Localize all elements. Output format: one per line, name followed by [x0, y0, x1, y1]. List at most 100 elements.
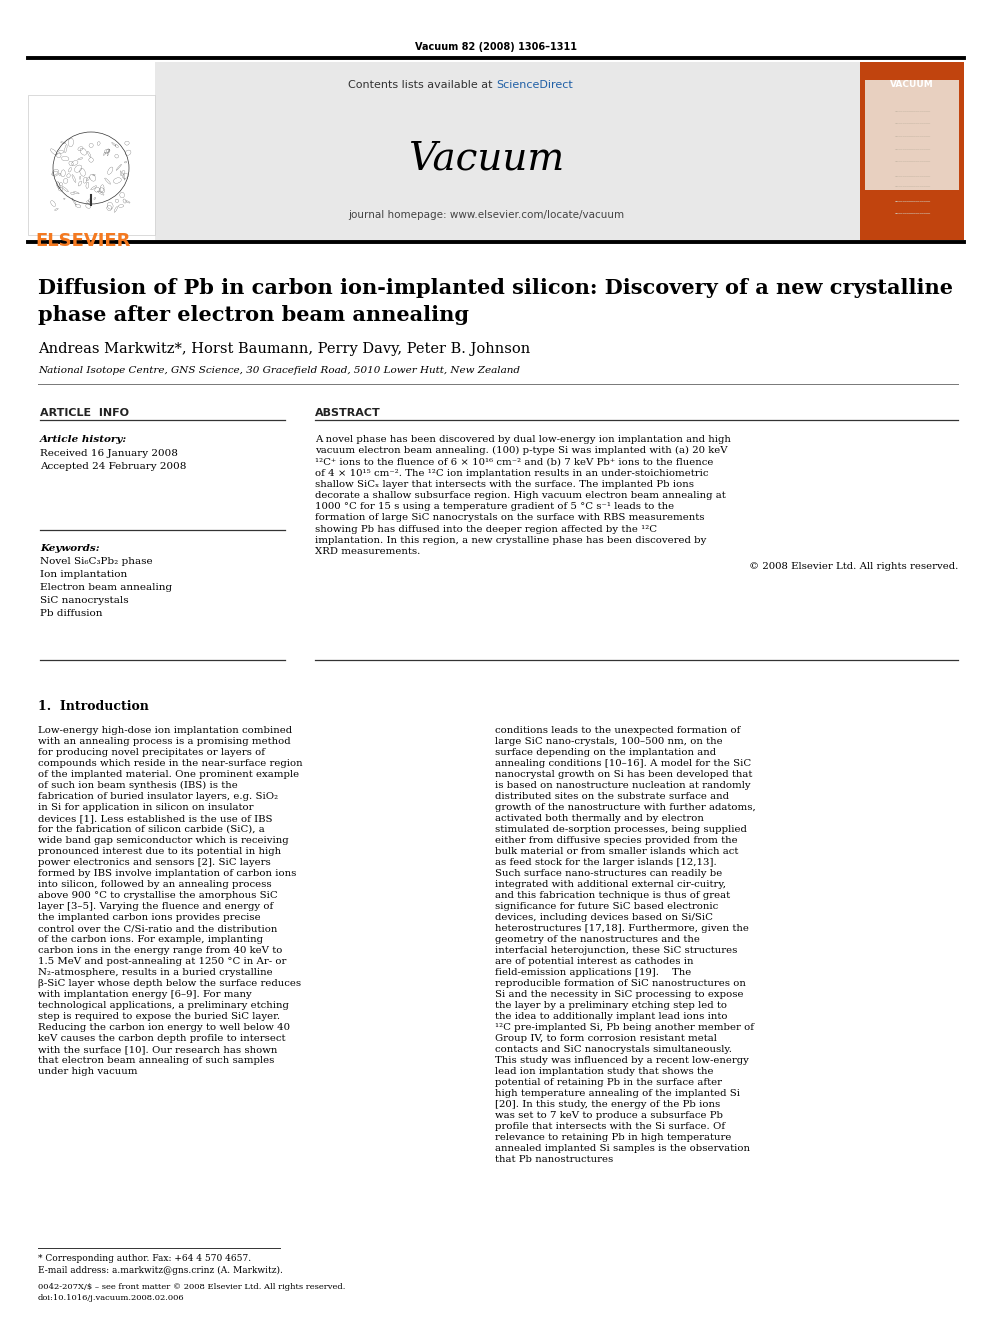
Text: distributed sites on the substrate surface and: distributed sites on the substrate surfa…: [495, 792, 729, 800]
Text: in Si for application in silicon on insulator: in Si for application in silicon on insu…: [38, 803, 254, 812]
Text: shallow SiCₓ layer that intersects with the surface. The implanted Pb ions: shallow SiCₓ layer that intersects with …: [315, 480, 694, 488]
Text: Such surface nano-structures can readily be: Such surface nano-structures can readily…: [495, 869, 722, 878]
Text: for the fabrication of silicon carbide (SiC), a: for the fabrication of silicon carbide (…: [38, 826, 265, 833]
Text: compounds which reside in the near-surface region: compounds which reside in the near-surfa…: [38, 759, 303, 767]
Text: Electron beam annealing: Electron beam annealing: [40, 583, 173, 591]
Text: fabrication of buried insulator layers, e.g. SiO₂: fabrication of buried insulator layers, …: [38, 792, 278, 800]
Text: geometry of the nanostructures and the: geometry of the nanostructures and the: [495, 935, 700, 945]
Text: step is required to expose the buried SiC layer.: step is required to expose the buried Si…: [38, 1012, 280, 1021]
Text: VACUUM: VACUUM: [890, 79, 933, 89]
Text: with implantation energy [6–9]. For many: with implantation energy [6–9]. For many: [38, 990, 252, 999]
Text: stimulated de-sorption processes, being supplied: stimulated de-sorption processes, being …: [495, 826, 747, 833]
Text: ─────────────────: ─────────────────: [894, 185, 930, 189]
Text: doi:10.1016/j.vacuum.2008.02.006: doi:10.1016/j.vacuum.2008.02.006: [38, 1294, 185, 1302]
Bar: [28, 95, 155, 235]
Text: that Pb nanostructures: that Pb nanostructures: [495, 1155, 613, 1164]
Text: field-emission applications [19].    The: field-emission applications [19]. The: [495, 968, 691, 976]
Text: ScienceDirect: ScienceDirect: [496, 79, 572, 90]
Text: with the surface [10]. Our research has shown: with the surface [10]. Our research has …: [38, 1045, 278, 1054]
Text: is based on nanostructure nucleation at randomly: is based on nanostructure nucleation at …: [495, 781, 751, 790]
Text: the implanted carbon ions provides precise: the implanted carbon ions provides preci…: [38, 913, 261, 922]
Text: Diffusion of Pb in carbon ion-implanted silicon: Discovery of a new crystalline: Diffusion of Pb in carbon ion-implanted …: [38, 278, 953, 298]
Text: N₂-atmosphere, results in a buried crystalline: N₂-atmosphere, results in a buried cryst…: [38, 968, 273, 976]
Text: devices [1]. Less established is the use of IBS: devices [1]. Less established is the use…: [38, 814, 273, 823]
Text: This study was influenced by a recent low-energy: This study was influenced by a recent lo…: [495, 1056, 749, 1065]
Text: lead ion implantation study that shows the: lead ion implantation study that shows t…: [495, 1068, 713, 1076]
Text: power electronics and sensors [2]. SiC layers: power electronics and sensors [2]. SiC l…: [38, 859, 271, 867]
Text: high temperature annealing of the implanted Si: high temperature annealing of the implan…: [495, 1089, 740, 1098]
Text: technological applications, a preliminary etching: technological applications, a preliminar…: [38, 1002, 289, 1009]
Text: heterostructures [17,18]. Furthermore, given the: heterostructures [17,18]. Furthermore, g…: [495, 923, 749, 933]
Text: interfacial heterojunction, these SiC structures: interfacial heterojunction, these SiC st…: [495, 946, 737, 955]
Text: ─────────────────: ─────────────────: [894, 200, 930, 204]
Text: growth of the nanostructure with further adatoms,: growth of the nanostructure with further…: [495, 803, 756, 812]
Bar: [860, 62, 964, 239]
Text: the idea to additionally implant lead ions into: the idea to additionally implant lead io…: [495, 1012, 727, 1021]
Text: Received 16 January 2008: Received 16 January 2008: [40, 448, 178, 458]
Text: Andreas Markwitz*, Horst Baumann, Perry Davy, Peter B. Johnson: Andreas Markwitz*, Horst Baumann, Perry …: [38, 343, 531, 356]
Text: 1.5 MeV and post-annealing at 1250 °C in Ar- or: 1.5 MeV and post-annealing at 1250 °C in…: [38, 957, 287, 966]
Text: either from diffusive species provided from the: either from diffusive species provided f…: [495, 836, 738, 845]
Text: National Isotope Centre, GNS Science, 30 Gracefield Road, 5010 Lower Hutt, New Z: National Isotope Centre, GNS Science, 30…: [38, 366, 520, 374]
Text: ¹²C pre-implanted Si, Pb being another member of: ¹²C pre-implanted Si, Pb being another m…: [495, 1023, 754, 1032]
Text: ─────────────────: ─────────────────: [894, 122, 930, 126]
Text: and this fabrication technique is thus of great: and this fabrication technique is thus o…: [495, 890, 730, 900]
Text: Group IV, to form corrosion resistant metal: Group IV, to form corrosion resistant me…: [495, 1035, 717, 1043]
Text: control over the C/Si-ratio and the distribution: control over the C/Si-ratio and the dist…: [38, 923, 278, 933]
Text: of such ion beam synthesis (IBS) is the: of such ion beam synthesis (IBS) is the: [38, 781, 238, 790]
Text: © 2008 Elsevier Ltd. All rights reserved.: © 2008 Elsevier Ltd. All rights reserved…: [749, 562, 958, 572]
Text: contacts and SiC nanocrystals simultaneously.: contacts and SiC nanocrystals simultaneo…: [495, 1045, 732, 1054]
Text: journal homepage: www.elsevier.com/locate/vacuum: journal homepage: www.elsevier.com/locat…: [348, 210, 624, 220]
Text: formed by IBS involve implantation of carbon ions: formed by IBS involve implantation of ca…: [38, 869, 297, 878]
Text: annealed implanted Si samples is the observation: annealed implanted Si samples is the obs…: [495, 1144, 750, 1154]
Text: ─────────────────: ─────────────────: [894, 212, 930, 216]
Text: ¹²C⁺ ions to the fluence of 6 × 10¹⁶ cm⁻² and (b) 7 keV Pb⁺ ions to the fluence: ¹²C⁺ ions to the fluence of 6 × 10¹⁶ cm⁻…: [315, 458, 713, 467]
Text: layer [3–5]. Varying the fluence and energy of: layer [3–5]. Varying the fluence and ene…: [38, 902, 273, 912]
Text: SiC nanocrystals: SiC nanocrystals: [40, 595, 129, 605]
Text: ─────────────────: ─────────────────: [894, 135, 930, 139]
Text: ARTICLE  INFO: ARTICLE INFO: [40, 407, 129, 418]
Text: carbon ions in the energy range from 40 keV to: carbon ions in the energy range from 40 …: [38, 946, 283, 955]
Text: integrated with additional external cir-cuitry,: integrated with additional external cir-…: [495, 880, 726, 889]
Text: 1000 °C for 15 s using a temperature gradient of 5 °C s⁻¹ leads to the: 1000 °C for 15 s using a temperature gra…: [315, 503, 675, 511]
Text: A novel phase has been discovered by dual low-energy ion implantation and high: A novel phase has been discovered by dua…: [315, 435, 731, 445]
Text: potential of retaining Pb in the surface after: potential of retaining Pb in the surface…: [495, 1078, 722, 1088]
Text: for producing novel precipitates or layers of: for producing novel precipitates or laye…: [38, 747, 265, 757]
Text: that electron beam annealing of such samples: that electron beam annealing of such sam…: [38, 1056, 275, 1065]
Text: Vacuum 82 (2008) 1306–1311: Vacuum 82 (2008) 1306–1311: [415, 42, 577, 52]
Text: profile that intersects with the Si surface. Of: profile that intersects with the Si surf…: [495, 1122, 725, 1131]
Text: Contents lists available at: Contents lists available at: [348, 79, 496, 90]
Text: keV causes the carbon depth profile to intersect: keV causes the carbon depth profile to i…: [38, 1035, 286, 1043]
Text: β-SiC layer whose depth below the surface reduces: β-SiC layer whose depth below the surfac…: [38, 979, 302, 988]
Text: the layer by a preliminary etching step led to: the layer by a preliminary etching step …: [495, 1002, 727, 1009]
Text: Novel Si₆C₃Pb₂ phase: Novel Si₆C₃Pb₂ phase: [40, 557, 153, 566]
Text: ─────────────────: ─────────────────: [894, 110, 930, 114]
Bar: [155, 62, 860, 239]
Text: of the implanted material. One prominent example: of the implanted material. One prominent…: [38, 770, 300, 779]
Text: 1.  Introduction: 1. Introduction: [38, 700, 149, 713]
Text: bulk material or from smaller islands which act: bulk material or from smaller islands wh…: [495, 847, 738, 856]
Text: 0042-207X/$ – see front matter © 2008 Elsevier Ltd. All rights reserved.: 0042-207X/$ – see front matter © 2008 El…: [38, 1283, 345, 1291]
Text: Keywords:: Keywords:: [40, 544, 99, 553]
Text: as feed stock for the larger islands [12,13].: as feed stock for the larger islands [12…: [495, 859, 717, 867]
Text: surface depending on the implantation and: surface depending on the implantation an…: [495, 747, 716, 757]
Text: relevance to retaining Pb in high temperature: relevance to retaining Pb in high temper…: [495, 1132, 731, 1142]
Text: large SiC nano-crystals, 100–500 nm, on the: large SiC nano-crystals, 100–500 nm, on …: [495, 737, 722, 746]
Text: significance for future SiC based electronic: significance for future SiC based electr…: [495, 902, 718, 912]
Text: Vacuum: Vacuum: [408, 140, 564, 177]
Text: formation of large SiC nanocrystals on the surface with RBS measurements: formation of large SiC nanocrystals on t…: [315, 513, 704, 523]
Text: Pb diffusion: Pb diffusion: [40, 609, 102, 618]
Text: ELSEVIER: ELSEVIER: [35, 232, 130, 250]
Bar: [865, 79, 959, 191]
Text: ─────────────────: ─────────────────: [894, 160, 930, 164]
Text: showing Pb has diffused into the deeper region affected by the ¹²C: showing Pb has diffused into the deeper …: [315, 525, 657, 533]
Text: Si and the necessity in SiC processing to expose: Si and the necessity in SiC processing t…: [495, 990, 743, 999]
Text: vacuum electron beam annealing. (100) p-type Si was implanted with (a) 20 keV: vacuum electron beam annealing. (100) p-…: [315, 446, 727, 455]
Text: was set to 7 keV to produce a subsurface Pb: was set to 7 keV to produce a subsurface…: [495, 1111, 723, 1121]
Text: Ion implantation: Ion implantation: [40, 570, 127, 579]
Text: ─────────────────: ─────────────────: [894, 175, 930, 179]
Text: activated both thermally and by electron: activated both thermally and by electron: [495, 814, 704, 823]
Text: under high vacuum: under high vacuum: [38, 1068, 138, 1076]
Text: ─────────────────: ─────────────────: [894, 148, 930, 152]
Text: [20]. In this study, the energy of the Pb ions: [20]. In this study, the energy of the P…: [495, 1099, 720, 1109]
